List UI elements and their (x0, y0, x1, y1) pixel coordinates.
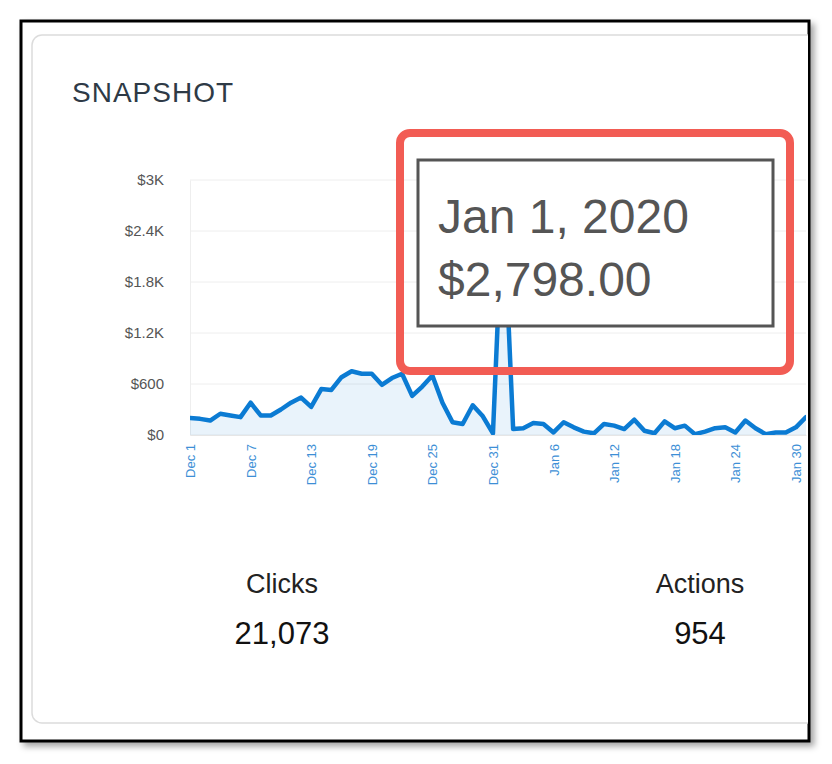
y-tick-label: $1.8K (125, 273, 164, 290)
tooltip-title: Jan 1, 2020 (438, 190, 689, 243)
y-tick: $1.8K (125, 273, 190, 290)
y-tick-label: $600 (131, 375, 164, 392)
tooltip-value: $2,798.00 (438, 253, 652, 306)
x-tick: Dec 7 (244, 435, 259, 478)
x-tick: Jan 18 (668, 435, 683, 483)
y-tick: $3K (137, 171, 190, 188)
x-tick-label: Jan 12 (607, 444, 622, 483)
x-tick: Dec 25 (425, 435, 440, 485)
x-tick-label: Jan 6 (547, 444, 562, 476)
card (32, 35, 808, 723)
x-axis-line (191, 435, 807, 436)
x-tick-label: Dec 19 (365, 444, 380, 485)
y-tick: $600 (131, 375, 190, 392)
y-tick: $1.2K (125, 324, 190, 341)
chart-title: SNAPSHOT (72, 77, 234, 108)
x-tick: Dec 1 (183, 435, 198, 478)
x-tick-label: Jan 18 (668, 444, 683, 483)
tooltip: Jan 1, 2020 $2,798.00 (400, 133, 790, 371)
y-tick: $2.4K (125, 222, 190, 239)
stats: Clicks 21,073 Actions 954 (235, 569, 745, 651)
y-tick-label: $0 (147, 426, 164, 443)
stat-label: Actions (656, 569, 745, 599)
x-tick: Dec 19 (365, 435, 380, 485)
y-tick-label: $3K (137, 171, 164, 188)
y-tick-label: $2.4K (125, 222, 164, 239)
x-tick: Jan 6 (547, 435, 562, 476)
y-axis-line (190, 181, 191, 436)
x-tick-label: Dec 25 (425, 444, 440, 485)
x-tick: Jan 12 (607, 435, 622, 483)
stat-label: Clicks (246, 569, 318, 599)
y-axis: $0 $600 $1.2K $1.8K $2.4K $3K (125, 171, 191, 443)
highlight-box (400, 133, 790, 371)
y-tick: $0 (147, 426, 190, 443)
stat-value: 954 (674, 616, 726, 651)
x-axis: Dec 1 Dec 7 Dec 13 Dec 19 Dec 25 Dec 31 Jan 6 J… (183, 435, 806, 485)
x-tick-label: Jan 30 (789, 444, 804, 483)
x-tick: Jan 24 (728, 435, 743, 483)
x-tick-label: Jan 24 (728, 444, 743, 483)
x-tick-label: Dec 13 (304, 444, 319, 485)
x-tick-label: Dec 1 (183, 444, 198, 478)
x-tick: Dec 13 (304, 435, 319, 485)
x-tick: Dec 31 (486, 435, 501, 485)
x-tick-label: Dec 31 (486, 444, 501, 485)
stat-value: 21,073 (235, 616, 330, 651)
x-tick-label: Dec 7 (244, 444, 259, 478)
y-tick-label: $1.2K (125, 324, 164, 341)
page: SNAPSHOT$0$600$1.2K$1.8K$2.4K$3KDec 1Dec… (0, 0, 832, 764)
tooltip-box (418, 160, 773, 326)
screenshot: SNAPSHOT$0$600$1.2K$1.8K$2.4K$3KDec 1Dec… (32, 35, 808, 723)
x-tick: Jan 30 (789, 435, 804, 483)
